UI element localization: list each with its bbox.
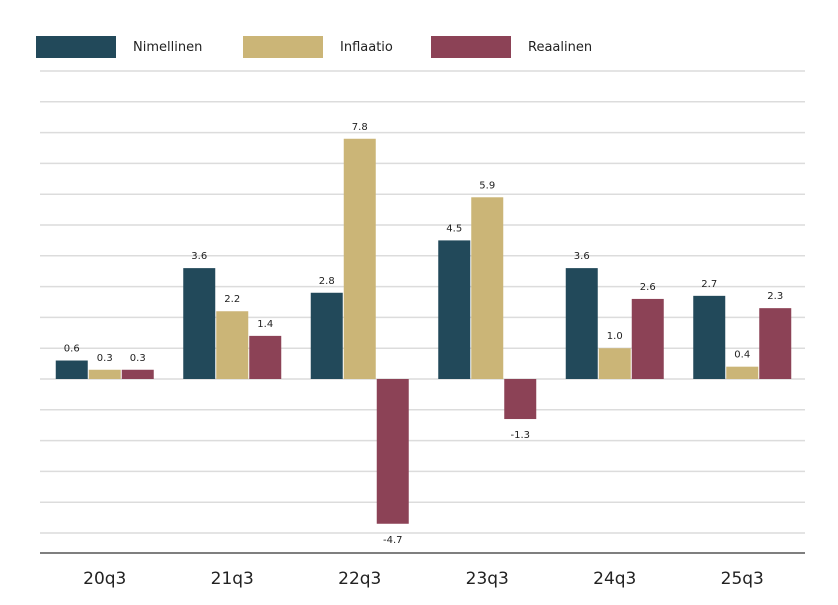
bar-reaalinen — [759, 308, 792, 379]
data-label: -1.3 — [510, 430, 530, 441]
data-label: 0.6 — [64, 344, 80, 355]
data-label: 1.4 — [257, 319, 273, 330]
data-label: 3.6 — [191, 251, 207, 262]
data-label: 2.6 — [640, 282, 656, 293]
data-label: 2.8 — [319, 276, 335, 287]
x-tick-label: 23q3 — [466, 569, 509, 589]
bar-inflaatio — [216, 311, 249, 379]
bar-inflaatio — [726, 366, 759, 379]
data-label: 2.3 — [767, 291, 783, 302]
bar-reaalinen — [504, 379, 537, 420]
legend-label-reaalinen: Reaalinen — [528, 40, 592, 55]
bar-nimellinen — [565, 268, 598, 379]
data-label: 5.9 — [479, 180, 495, 191]
data-label: 0.4 — [734, 350, 750, 361]
bar-inflaatio — [343, 138, 376, 379]
legend-swatch-inflaatio — [243, 36, 323, 58]
bar-reaalinen — [631, 298, 664, 379]
x-tick-label: 20q3 — [83, 569, 126, 589]
bar-reaalinen — [376, 379, 409, 524]
x-tick-label: 25q3 — [721, 569, 764, 589]
bar-reaalinen — [121, 369, 154, 379]
legend-label-inflaatio: Inflaatio — [340, 40, 393, 55]
data-label: -4.7 — [383, 535, 403, 546]
data-label: 7.8 — [352, 122, 368, 133]
data-label: 2.7 — [701, 279, 717, 290]
data-labels: 0.6 0.3 0.3 3.6 2.2 1.4 2.8 7.8 -4.7 4.5 5.9 -1.3 3.… — [64, 122, 783, 546]
data-label: 0.3 — [97, 353, 113, 364]
bar-nimellinen — [693, 295, 726, 379]
bar-nimellinen — [183, 268, 216, 379]
bar-reaalinen — [249, 335, 282, 379]
legend-label-nimellinen: Nimellinen — [133, 40, 202, 55]
bars — [55, 138, 792, 524]
legend-swatch-reaalinen — [431, 36, 511, 58]
x-axis-tick-labels: 20q3 21q3 22q3 23q3 24q3 25q3 — [83, 569, 764, 589]
bar-nimellinen — [438, 240, 471, 379]
x-tick-label: 21q3 — [211, 569, 254, 589]
x-tick-label: 24q3 — [593, 569, 636, 589]
bar-inflaatio — [598, 348, 631, 379]
bar-nimellinen — [310, 292, 343, 379]
data-label: 1.0 — [607, 331, 623, 342]
gridlines — [40, 70, 805, 534]
bar-nimellinen — [55, 360, 88, 379]
data-label: 0.3 — [130, 353, 146, 364]
legend: Nimellinen Inflaatio Reaalinen — [36, 36, 592, 58]
data-label: 2.2 — [224, 294, 240, 305]
data-label: 3.6 — [574, 251, 590, 262]
bar-inflaatio — [88, 369, 121, 379]
data-label: 4.5 — [446, 223, 462, 234]
bar-inflaatio — [471, 197, 504, 379]
x-tick-label: 22q3 — [338, 569, 381, 589]
legend-swatch-nimellinen — [36, 36, 116, 58]
